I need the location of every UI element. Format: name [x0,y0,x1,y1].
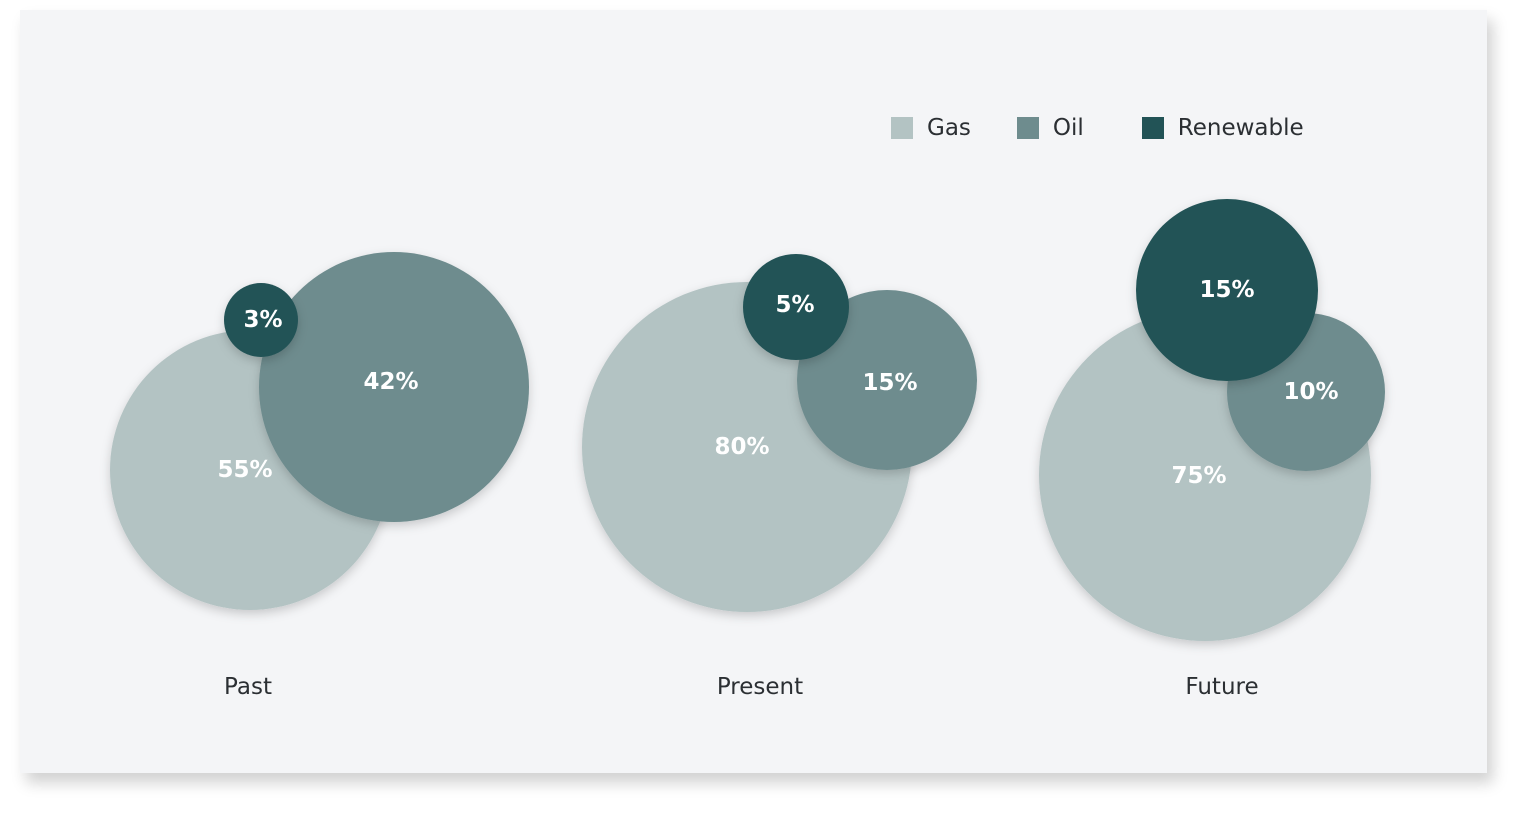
legend-swatch-gas [891,117,913,139]
data-label-future-gas: 75% [1171,463,1226,489]
category-label-future: Future [1185,674,1258,700]
bubble-past-oil [259,252,529,522]
bubble-present-oil [797,290,977,470]
legend-label-gas: Gas [927,115,971,141]
bubble-past-renewable [224,283,298,357]
data-label-present-oil: 15% [862,370,917,396]
data-label-present-renewable: 5% [775,292,814,318]
data-label-future-oil: 10% [1283,379,1338,405]
legend-item-gas: Gas [891,115,971,141]
legend-item-renewable: Renewable [1141,115,1304,141]
data-label-past-gas: 55% [217,457,272,483]
bubble-future-renewable [1136,199,1318,381]
data-label-past-renewable: 3% [243,307,282,333]
legend-swatch-oil [1016,117,1039,139]
legend-swatch-renewable [1141,117,1164,139]
legend-label-renewable: Renewable [1177,115,1304,141]
data-label-past-oil: 42% [363,369,418,395]
legend-item-oil: Oil [1016,115,1084,141]
legend-label-oil: Oil [1052,115,1084,141]
legend: Gas Oil Renewable [891,115,1304,141]
category-label-past: Past [224,674,272,700]
data-label-present-gas: 80% [714,434,769,460]
data-label-future-renewable: 15% [1199,277,1254,303]
bubble-present-renewable [743,254,849,360]
category-label-present: Present [717,674,803,700]
